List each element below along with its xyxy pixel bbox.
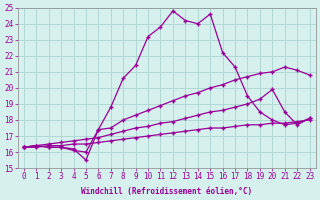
X-axis label: Windchill (Refroidissement éolien,°C): Windchill (Refroidissement éolien,°C) bbox=[81, 187, 252, 196]
